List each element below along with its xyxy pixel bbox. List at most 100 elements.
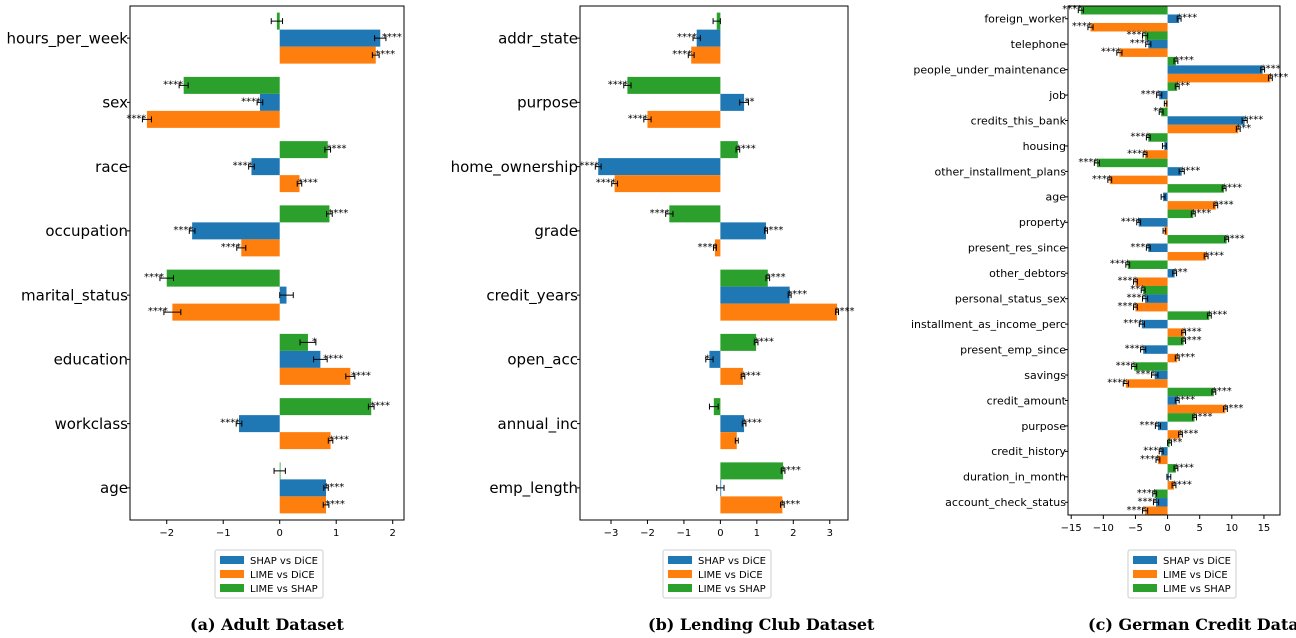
bar-purpose-1 (1167, 430, 1181, 439)
significance-label: ** (744, 96, 754, 107)
significance-label: * (705, 353, 710, 364)
significance-label: **** (1130, 242, 1150, 253)
significance-label: **** (144, 272, 164, 283)
significance-label: **** (1118, 276, 1138, 287)
bar-credit_history-0 (1161, 447, 1168, 456)
bar-foreign_worker-1 (1090, 22, 1168, 32)
bar-other_installment_plans-2 (1096, 158, 1168, 168)
bar-credit_history-1 (1157, 455, 1168, 465)
legend-swatch (668, 570, 692, 578)
category-label: present_res_since (968, 242, 1066, 255)
bar-workclass-1 (279, 432, 331, 450)
significance-label: **** (1127, 148, 1147, 159)
bar-credits_this_bank-2 (1161, 107, 1168, 117)
x-tick-label: 5 (1197, 523, 1203, 534)
significance-label: **** (1125, 344, 1145, 355)
x-tick-label: −1 (677, 528, 692, 539)
bar-home_ownership-0 (598, 158, 721, 176)
x-tick-label: −15 (1061, 523, 1082, 534)
significance-label: **** (1192, 411, 1212, 422)
category-label: annual_inc (498, 415, 579, 434)
legend: SHAP vs DiCE LIME vs DiCE LIME vs SHAP (662, 549, 772, 599)
bar-people_under_maintenance-0 (1167, 65, 1263, 74)
bar-age-1 (1167, 201, 1216, 210)
significance-label: **** (233, 161, 253, 172)
significance-label: **** (1139, 420, 1159, 431)
category-label: hours_per_week (6, 29, 128, 48)
significance-label: **** (1182, 327, 1202, 338)
x-tick-label: −5 (1128, 523, 1143, 534)
significance-label: **** (148, 306, 168, 317)
bar-credits_this_bank-0 (1167, 116, 1245, 125)
bar-sex-0 (259, 93, 280, 111)
bar-telephone-2 (1145, 31, 1168, 40)
category-label: age (1046, 191, 1067, 204)
significance-label: **** (1127, 293, 1147, 304)
significance-label: **** (220, 418, 240, 429)
panel-caption: (b) Lending Club Dataset (648, 615, 875, 634)
significance-label: **** (1175, 394, 1195, 405)
significance-label: **** (1116, 361, 1136, 372)
legend-swatch (1133, 556, 1157, 564)
significance-label: **** (596, 178, 616, 189)
legend: SHAP vs DiCE LIME vs DiCE LIME vs SHAP (214, 549, 324, 599)
bar-people_under_maintenance-2 (1167, 56, 1176, 66)
bar-age-0 (279, 479, 327, 497)
significance-label: **** (672, 49, 692, 60)
bar-job-2 (1167, 82, 1178, 91)
category-label: emp_length (489, 479, 578, 498)
bar-grade-2 (669, 205, 721, 223)
significance-label: *** (1167, 437, 1182, 448)
bar-other_debtors-2 (1127, 260, 1168, 269)
significance-label: **** (736, 144, 756, 155)
bar-race-2 (279, 141, 328, 159)
legend: SHAP vs DiCE LIME vs DiCE LIME vs SHAP (1127, 549, 1237, 599)
significance-label: **** (677, 32, 697, 43)
significance-label: **** (741, 370, 761, 381)
legend-label: LIME vs SHAP (698, 584, 766, 595)
significance-label: *** (1173, 267, 1188, 278)
legend-swatch (1133, 584, 1157, 592)
significance-label: * (312, 336, 317, 347)
axes-frame (129, 5, 405, 521)
bar-hours_per_week-0 (279, 29, 381, 47)
legend-label: LIME vs SHAP (250, 584, 318, 595)
x-tick-label: 2 (390, 528, 396, 539)
significance-label: **** (1191, 208, 1211, 219)
significance-label: **** (1072, 21, 1092, 32)
significance-label: **** (1078, 157, 1098, 168)
bar-grade-1 (714, 239, 721, 257)
legend-swatch (220, 584, 244, 592)
bar-people_under_maintenance-1 (1167, 73, 1271, 83)
x-tick-label: −1 (216, 528, 231, 539)
significance-label: **** (1223, 403, 1243, 414)
significance-label: **** (1177, 13, 1197, 24)
bar-age-2 (1167, 184, 1225, 193)
bar-age-1 (279, 496, 327, 514)
x-tick-label: −2 (640, 528, 655, 539)
significance-label: **** (608, 79, 628, 90)
bar-personal_status_sex-2 (1143, 285, 1168, 295)
bar-workclass-2 (279, 398, 372, 416)
category-label: open_acc (507, 351, 578, 370)
panel-caption: (a) Adult Dataset (190, 615, 345, 634)
bar-marital_status-1 (172, 303, 280, 321)
category-label: sex (102, 94, 128, 112)
category-label: property (1019, 216, 1067, 229)
bar-occupation-0 (192, 222, 280, 240)
bar-open_acc-2 (720, 333, 757, 351)
significance-label: **** (1118, 301, 1138, 312)
significance-label: **** (1123, 318, 1143, 329)
significance-label: **** (1182, 335, 1202, 346)
bar-annual_inc-0 (720, 415, 745, 433)
bar-telephone-0 (1148, 39, 1168, 49)
bar-housing-1 (1145, 150, 1168, 159)
category-label: purpose (1021, 420, 1066, 433)
chart-panel-0: ********hours_per_week************sex***… (6, 5, 405, 634)
x-tick-label: 3 (827, 528, 833, 539)
significance-label: **** (1140, 454, 1160, 465)
significance-label: **** (327, 144, 347, 155)
bar-personal_status_sex-0 (1145, 294, 1168, 303)
chart-panel-1: ********addr_state**********purpose*****… (451, 5, 875, 634)
significance-label: **** (241, 96, 261, 107)
